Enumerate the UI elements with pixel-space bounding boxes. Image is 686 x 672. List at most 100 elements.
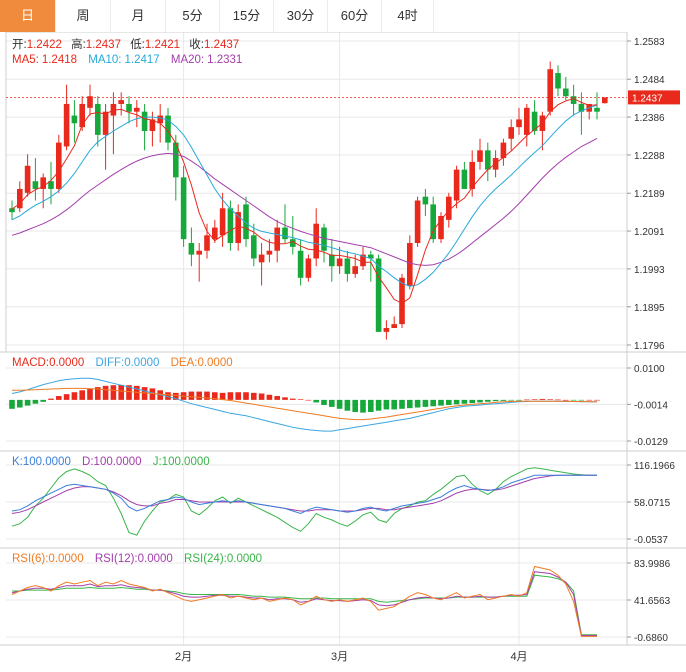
candle-down	[422, 196, 429, 205]
candle-down	[344, 258, 351, 274]
macd-bar-up	[87, 388, 93, 400]
candle-down	[368, 254, 374, 259]
panel-borders	[0, 32, 686, 646]
last-price-badge	[628, 90, 680, 105]
macd-bar-down	[500, 399, 507, 401]
macd-bar-down	[375, 399, 382, 411]
kdj-panel	[11, 467, 597, 536]
macd-bar-down	[360, 399, 366, 413]
candle-down	[9, 208, 15, 213]
tab-week[interactable]: 周	[56, 0, 111, 32]
candle-up	[313, 223, 319, 259]
candle-down	[290, 239, 296, 247]
candle-down	[321, 227, 327, 251]
tab-4hour[interactable]: 4时	[382, 0, 434, 32]
macd-bar-up	[555, 399, 561, 401]
candle-down	[555, 73, 561, 89]
period-tabs: 日 周 月 5分 15分 30分 60分 4时	[0, 0, 686, 33]
macd-bar-up	[547, 399, 553, 400]
x-tick-label: 4月	[510, 651, 527, 663]
k-line	[11, 474, 597, 515]
candle-up	[17, 188, 23, 209]
candle-up	[383, 328, 390, 332]
rsi-legend: RSI(6):0.0000 RSI(12):0.0000 RSI(24):0.0…	[12, 553, 262, 565]
macd-bar-up	[149, 388, 156, 400]
price-y-tick-label: 1.2386	[634, 113, 665, 124]
kdj-legend: K:100.0000 D:100.0000 J:100.0000	[12, 456, 210, 468]
candle-down	[243, 204, 249, 240]
kline-chart[interactable]: 1.2583 1.2484 1.2386 1.2288 1.2189 1.2091 1.19…	[0, 32, 686, 672]
price-y-tick-label: 1.2189	[634, 189, 665, 200]
macd-bar-up	[173, 392, 179, 400]
macd-bar-down	[446, 399, 452, 405]
macd-bar-up	[212, 392, 218, 400]
candle-up	[266, 250, 273, 255]
ma5-line	[11, 98, 598, 304]
price-legend: 开:1.2422 高:1.2437 低:1.2421 收:1.2437 MA5:…	[12, 37, 242, 66]
tab-30min[interactable]: 30分	[274, 0, 328, 32]
tab-15min[interactable]: 15分	[220, 0, 274, 32]
candle-up	[258, 254, 265, 263]
kdj-y-tick-label: -0.0537	[634, 535, 668, 546]
candle-up	[235, 212, 241, 244]
candle-up	[196, 250, 202, 255]
price-y-tick-label: 1.2484	[634, 75, 665, 86]
candle-up	[516, 119, 522, 128]
candle-down	[141, 111, 148, 132]
price-y-tick-label: 1.2288	[634, 151, 665, 162]
tab-5min[interactable]: 5分	[166, 0, 220, 32]
candle-up	[336, 258, 343, 267]
macd-bar-down	[32, 399, 39, 404]
svg-text:RSI(6):0.0000 RSI(12):0.: RSI(6):0.0000 RSI(12):0.0000 RSI(24):0.0…	[12, 553, 262, 565]
candle-up	[414, 200, 421, 244]
ohlc-legend-text: 开:1.2422 高:1.2437 低:1.2421 收:1.2437	[12, 37, 239, 51]
candle-down	[461, 169, 468, 189]
tab-month[interactable]: 月	[111, 0, 166, 32]
candle-up	[40, 177, 46, 189]
macd-bar-down	[570, 399, 577, 401]
macd-bar-up	[56, 396, 62, 400]
macd-bar-up	[126, 385, 132, 400]
tab-day[interactable]: 日	[0, 0, 56, 32]
candle-down	[95, 103, 101, 135]
macd-bar-down	[469, 399, 475, 404]
macd-bar-up	[290, 398, 296, 400]
macd-bar-down	[516, 399, 522, 401]
tab-60min[interactable]: 60分	[328, 0, 382, 32]
macd-bar-up	[274, 396, 280, 400]
candle-up	[500, 142, 507, 159]
candle-up	[219, 208, 226, 236]
y-axes: 1.2583 1.2484 1.2386 1.2288 1.2189 1.2091 1.19…	[627, 37, 680, 644]
macd-bar-down	[321, 399, 327, 405]
kdj-y-tick-label: 116.1966	[634, 461, 675, 472]
rsi-panel	[11, 565, 597, 637]
candle-up	[24, 165, 31, 193]
candle-down	[594, 107, 600, 112]
candle-down	[173, 142, 179, 178]
macd-bar-up	[219, 392, 226, 400]
ma-legend-text: MA5: 1.2418 MA10: 1.2417 MA20: 1.2331	[12, 54, 242, 66]
candle-down	[375, 258, 382, 332]
candle-up	[149, 119, 156, 132]
price-panel	[6, 61, 627, 340]
candle-up	[391, 324, 397, 329]
candle-down	[165, 115, 171, 143]
dea-line	[12, 387, 597, 421]
macd-y-tick-label: -0.0014	[634, 400, 668, 411]
macd-bar-up	[282, 397, 288, 400]
svg-text:MACD:0.0000 DIFF:0.0000: MACD:0.0000 DIFF:0.0000 DEA:0.0000	[12, 357, 233, 369]
macd-bar-up	[539, 398, 546, 400]
price-y-tick-label: 1.1796	[634, 341, 665, 352]
x-axis: 2月 3月 4月	[175, 651, 528, 663]
candle-down	[188, 243, 195, 255]
price-y-tick-label: 1.1993	[634, 265, 665, 276]
ma20-line	[11, 137, 598, 266]
macd-bar-up	[243, 392, 249, 400]
ma10-line	[11, 104, 598, 287]
macd-bar-up	[251, 392, 257, 400]
macd-bar-down	[438, 399, 444, 406]
macd-bar-down	[17, 399, 23, 408]
macd-bar-up	[102, 385, 109, 400]
macd-bar-up	[305, 399, 312, 401]
candle-down	[430, 204, 436, 240]
